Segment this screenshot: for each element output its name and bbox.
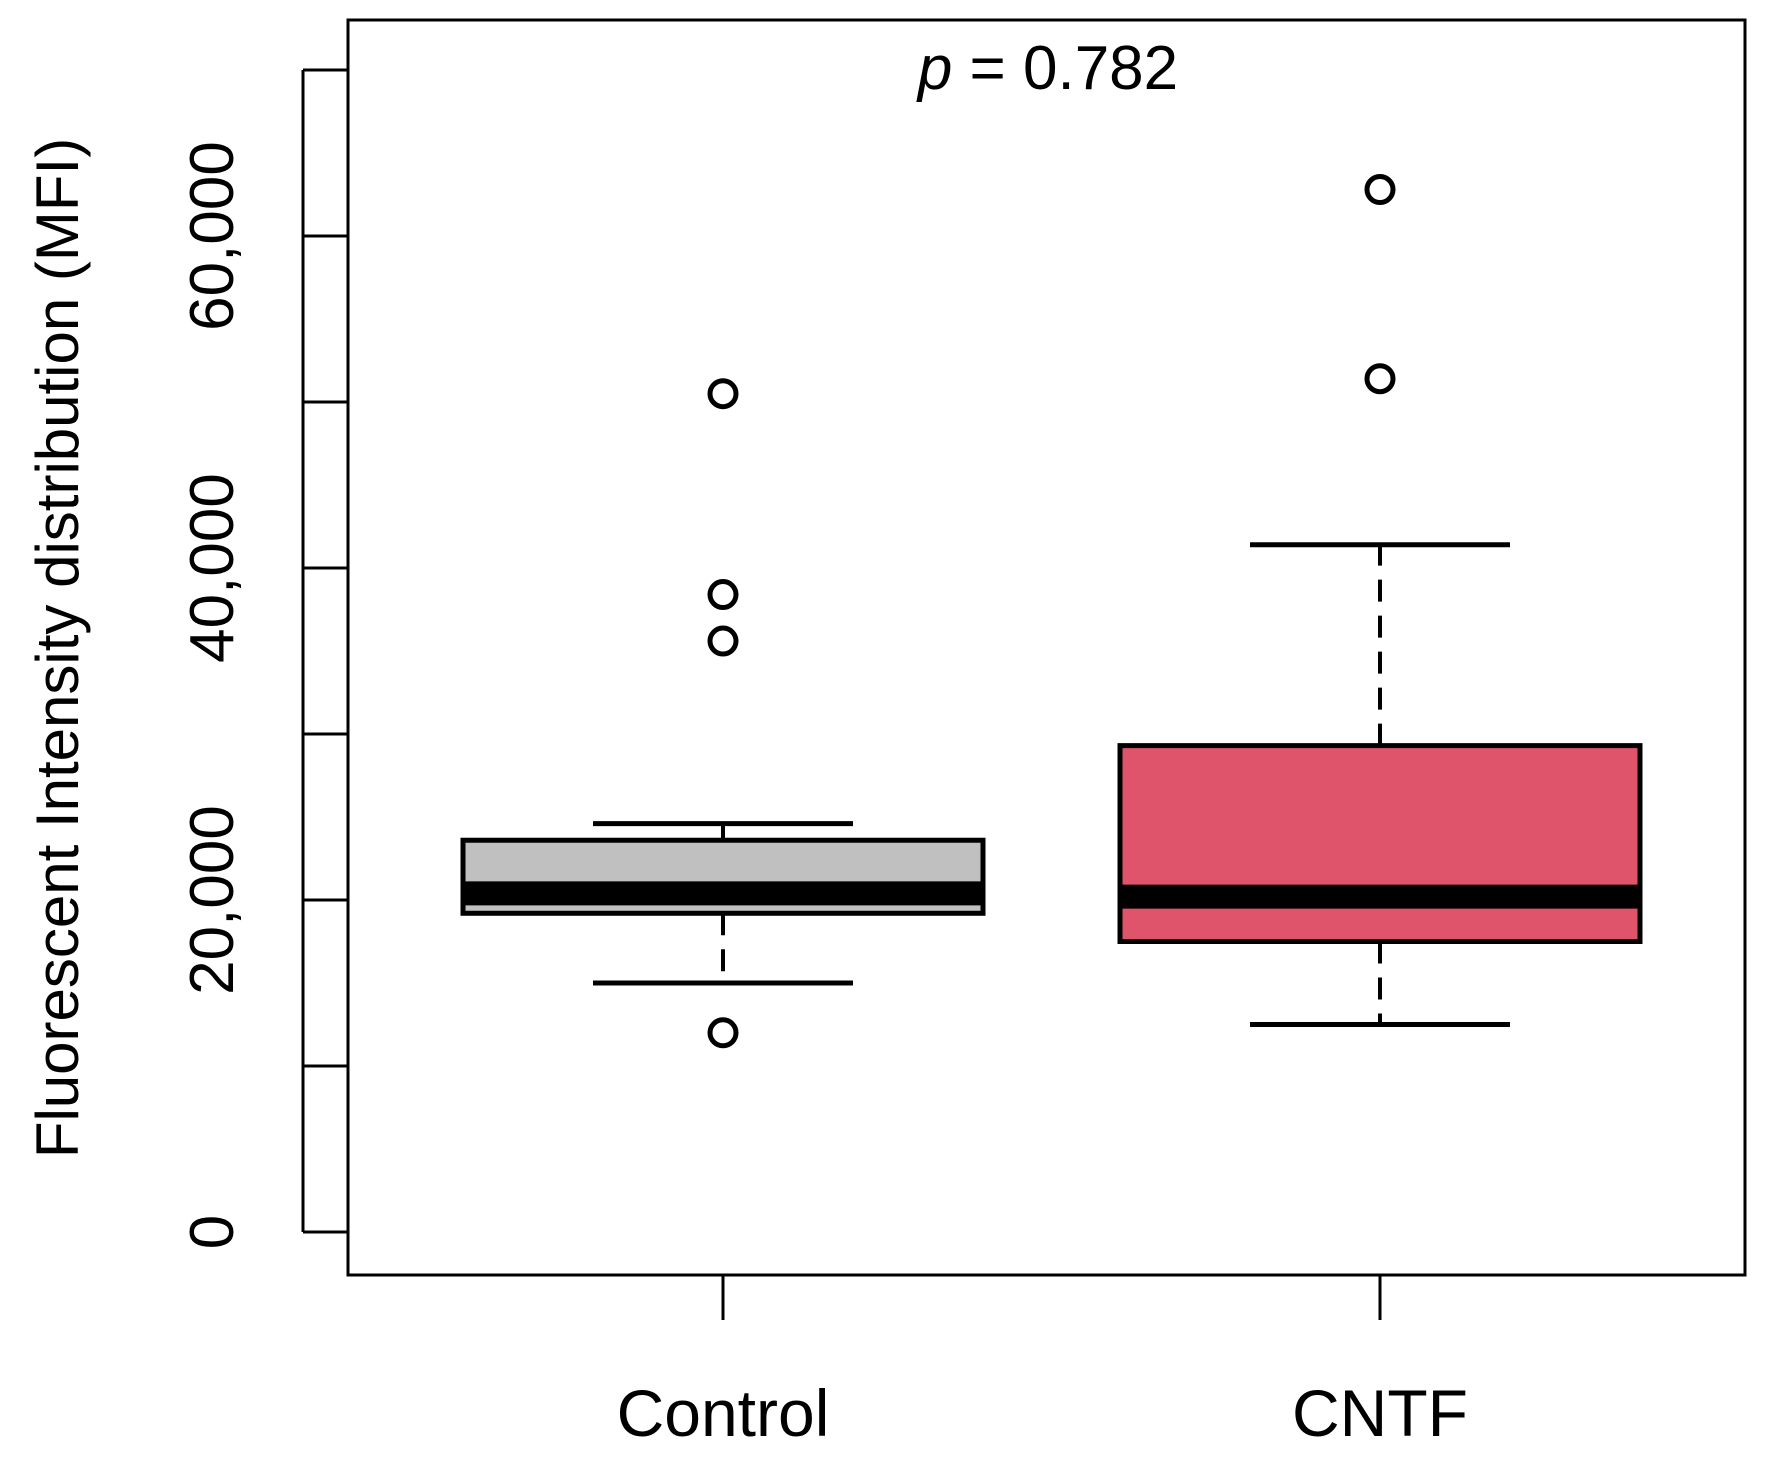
y-tick-label: 0 [178, 1215, 247, 1249]
iqr-box [1117, 743, 1643, 944]
x-tick-label: CNTF [1292, 1376, 1468, 1450]
box-group-cntf [1117, 174, 1643, 1027]
y-tick-label: 20,000 [178, 805, 247, 995]
outlier-point [1364, 174, 1396, 206]
y-tick-label: 60,000 [178, 141, 247, 331]
p-symbol: p [916, 34, 952, 103]
outlier-point [707, 1017, 739, 1049]
y-axis: 0 20,000 40,000 60,000 [178, 68, 348, 1249]
outlier-point [707, 625, 739, 657]
x-tick-label: Control [617, 1376, 830, 1450]
p-value-text: = 0.782 [952, 34, 1178, 103]
boxes [460, 174, 1643, 1049]
y-axis-title: Fluorescent Intensity distribution (MFI) [24, 138, 91, 1158]
outlier-point [1364, 363, 1396, 395]
outlier-point [707, 579, 739, 611]
box-group-control [460, 378, 986, 1049]
plot-area [346, 18, 1747, 1277]
outlier-point [707, 378, 739, 410]
p-value-annotation: p = 0.782 [916, 34, 1178, 103]
y-tick-label: 40,000 [178, 473, 247, 663]
x-axis: Control CNTF [617, 1275, 1468, 1450]
